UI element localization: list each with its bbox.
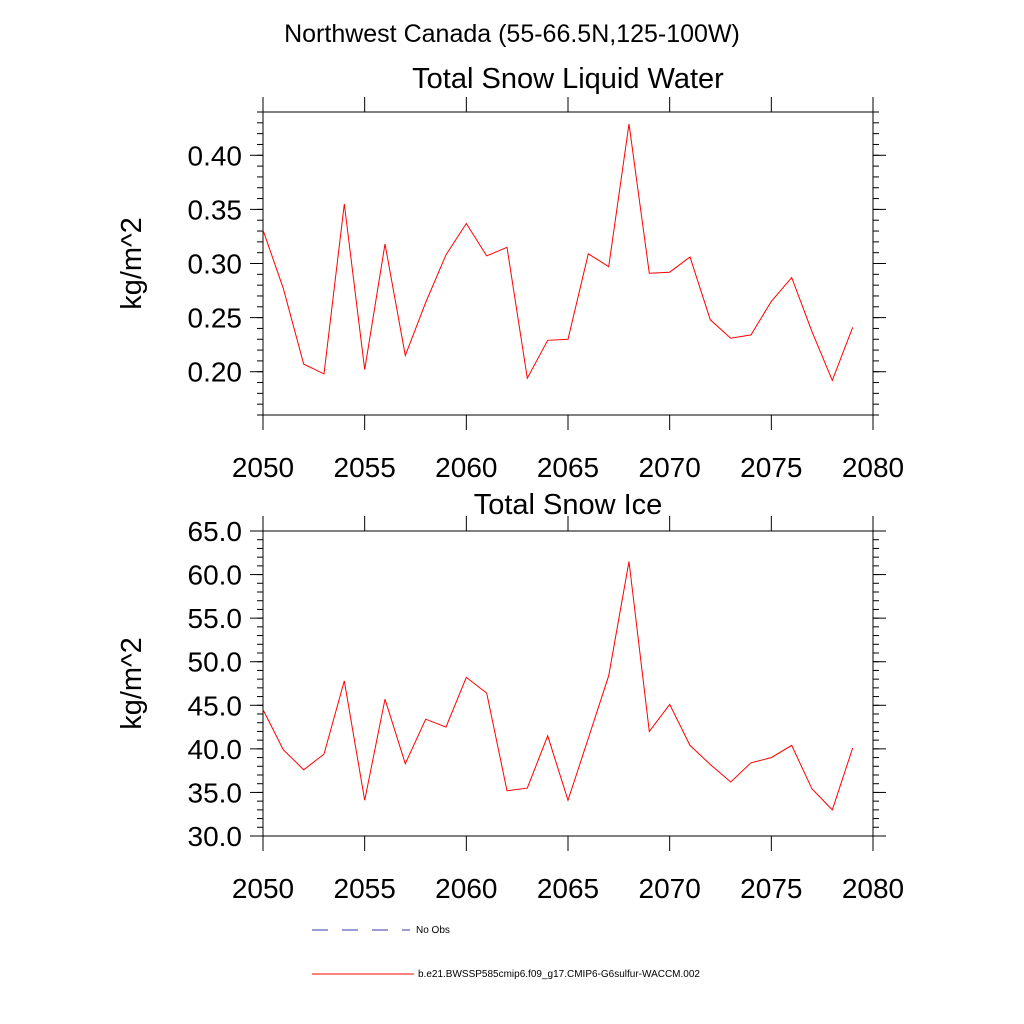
- y-tick-label: 50.0: [188, 647, 243, 678]
- x-tick-label: 2055: [334, 873, 396, 904]
- x-tick-label: 2075: [740, 873, 802, 904]
- y-tick-label: 30.0: [188, 821, 243, 852]
- panel-title: Total Snow Ice: [474, 489, 663, 521]
- x-tick-label: 2060: [435, 873, 497, 904]
- y-tick-label: 0.35: [188, 194, 243, 225]
- y-axis-label: kg/m^2: [116, 637, 148, 730]
- legend-label-model-run: b.e21.BWSSP585cmip6.f09_g17.CMIP6-G6sulf…: [418, 969, 700, 980]
- figure-suptitle: Northwest Canada (55-66.5N,125-100W): [284, 20, 740, 48]
- x-tick-label: 2070: [639, 452, 701, 483]
- x-tick-label: 2050: [232, 452, 294, 483]
- panel-snow-liquid-water: Total Snow Liquid Water 2050 2055 2060 2065 2…: [116, 63, 904, 483]
- y-tick-label: 35.0: [188, 777, 243, 808]
- legend: No Obs b.e21.BWSSP585cmip6.f09_g17.CMIP6…: [312, 925, 700, 980]
- y-tick-label: 0.25: [188, 303, 243, 334]
- x-tick-label: 2060: [435, 452, 497, 483]
- plot-frame: [262, 111, 874, 416]
- x-tick-label: 2065: [537, 452, 599, 483]
- x-tick-label: 2080: [842, 452, 904, 483]
- y-tick-label: 65.0: [188, 516, 243, 547]
- y-tick-label: 0.20: [188, 357, 243, 388]
- panel-snow-ice: Total Snow Ice 2050 2055 2060 2065 2070 2075 20…: [116, 489, 904, 904]
- y-tick-label: 0.40: [188, 140, 243, 171]
- y-tick-label: 0.30: [188, 249, 243, 280]
- x-tick-label: 2065: [537, 873, 599, 904]
- legend-label-no-obs: No Obs: [416, 925, 450, 936]
- x-tick-label: 2050: [232, 873, 294, 904]
- x-tick-label: 2055: [334, 452, 396, 483]
- y-tick-label: 45.0: [188, 690, 243, 721]
- x-tick-label: 2075: [740, 452, 802, 483]
- y-tick-label: 60.0: [188, 560, 243, 591]
- y-tick-label: 55.0: [188, 603, 243, 634]
- y-tick-label: 40.0: [188, 734, 243, 765]
- panel-title: Total Snow Liquid Water: [412, 63, 724, 95]
- y-axis-label: kg/m^2: [116, 217, 148, 310]
- series-line: [262, 561, 854, 811]
- x-tick-label: 2080: [842, 873, 904, 904]
- x-tick-label: 2070: [639, 873, 701, 904]
- plot-frame: [262, 530, 874, 837]
- series-line: [262, 123, 854, 382]
